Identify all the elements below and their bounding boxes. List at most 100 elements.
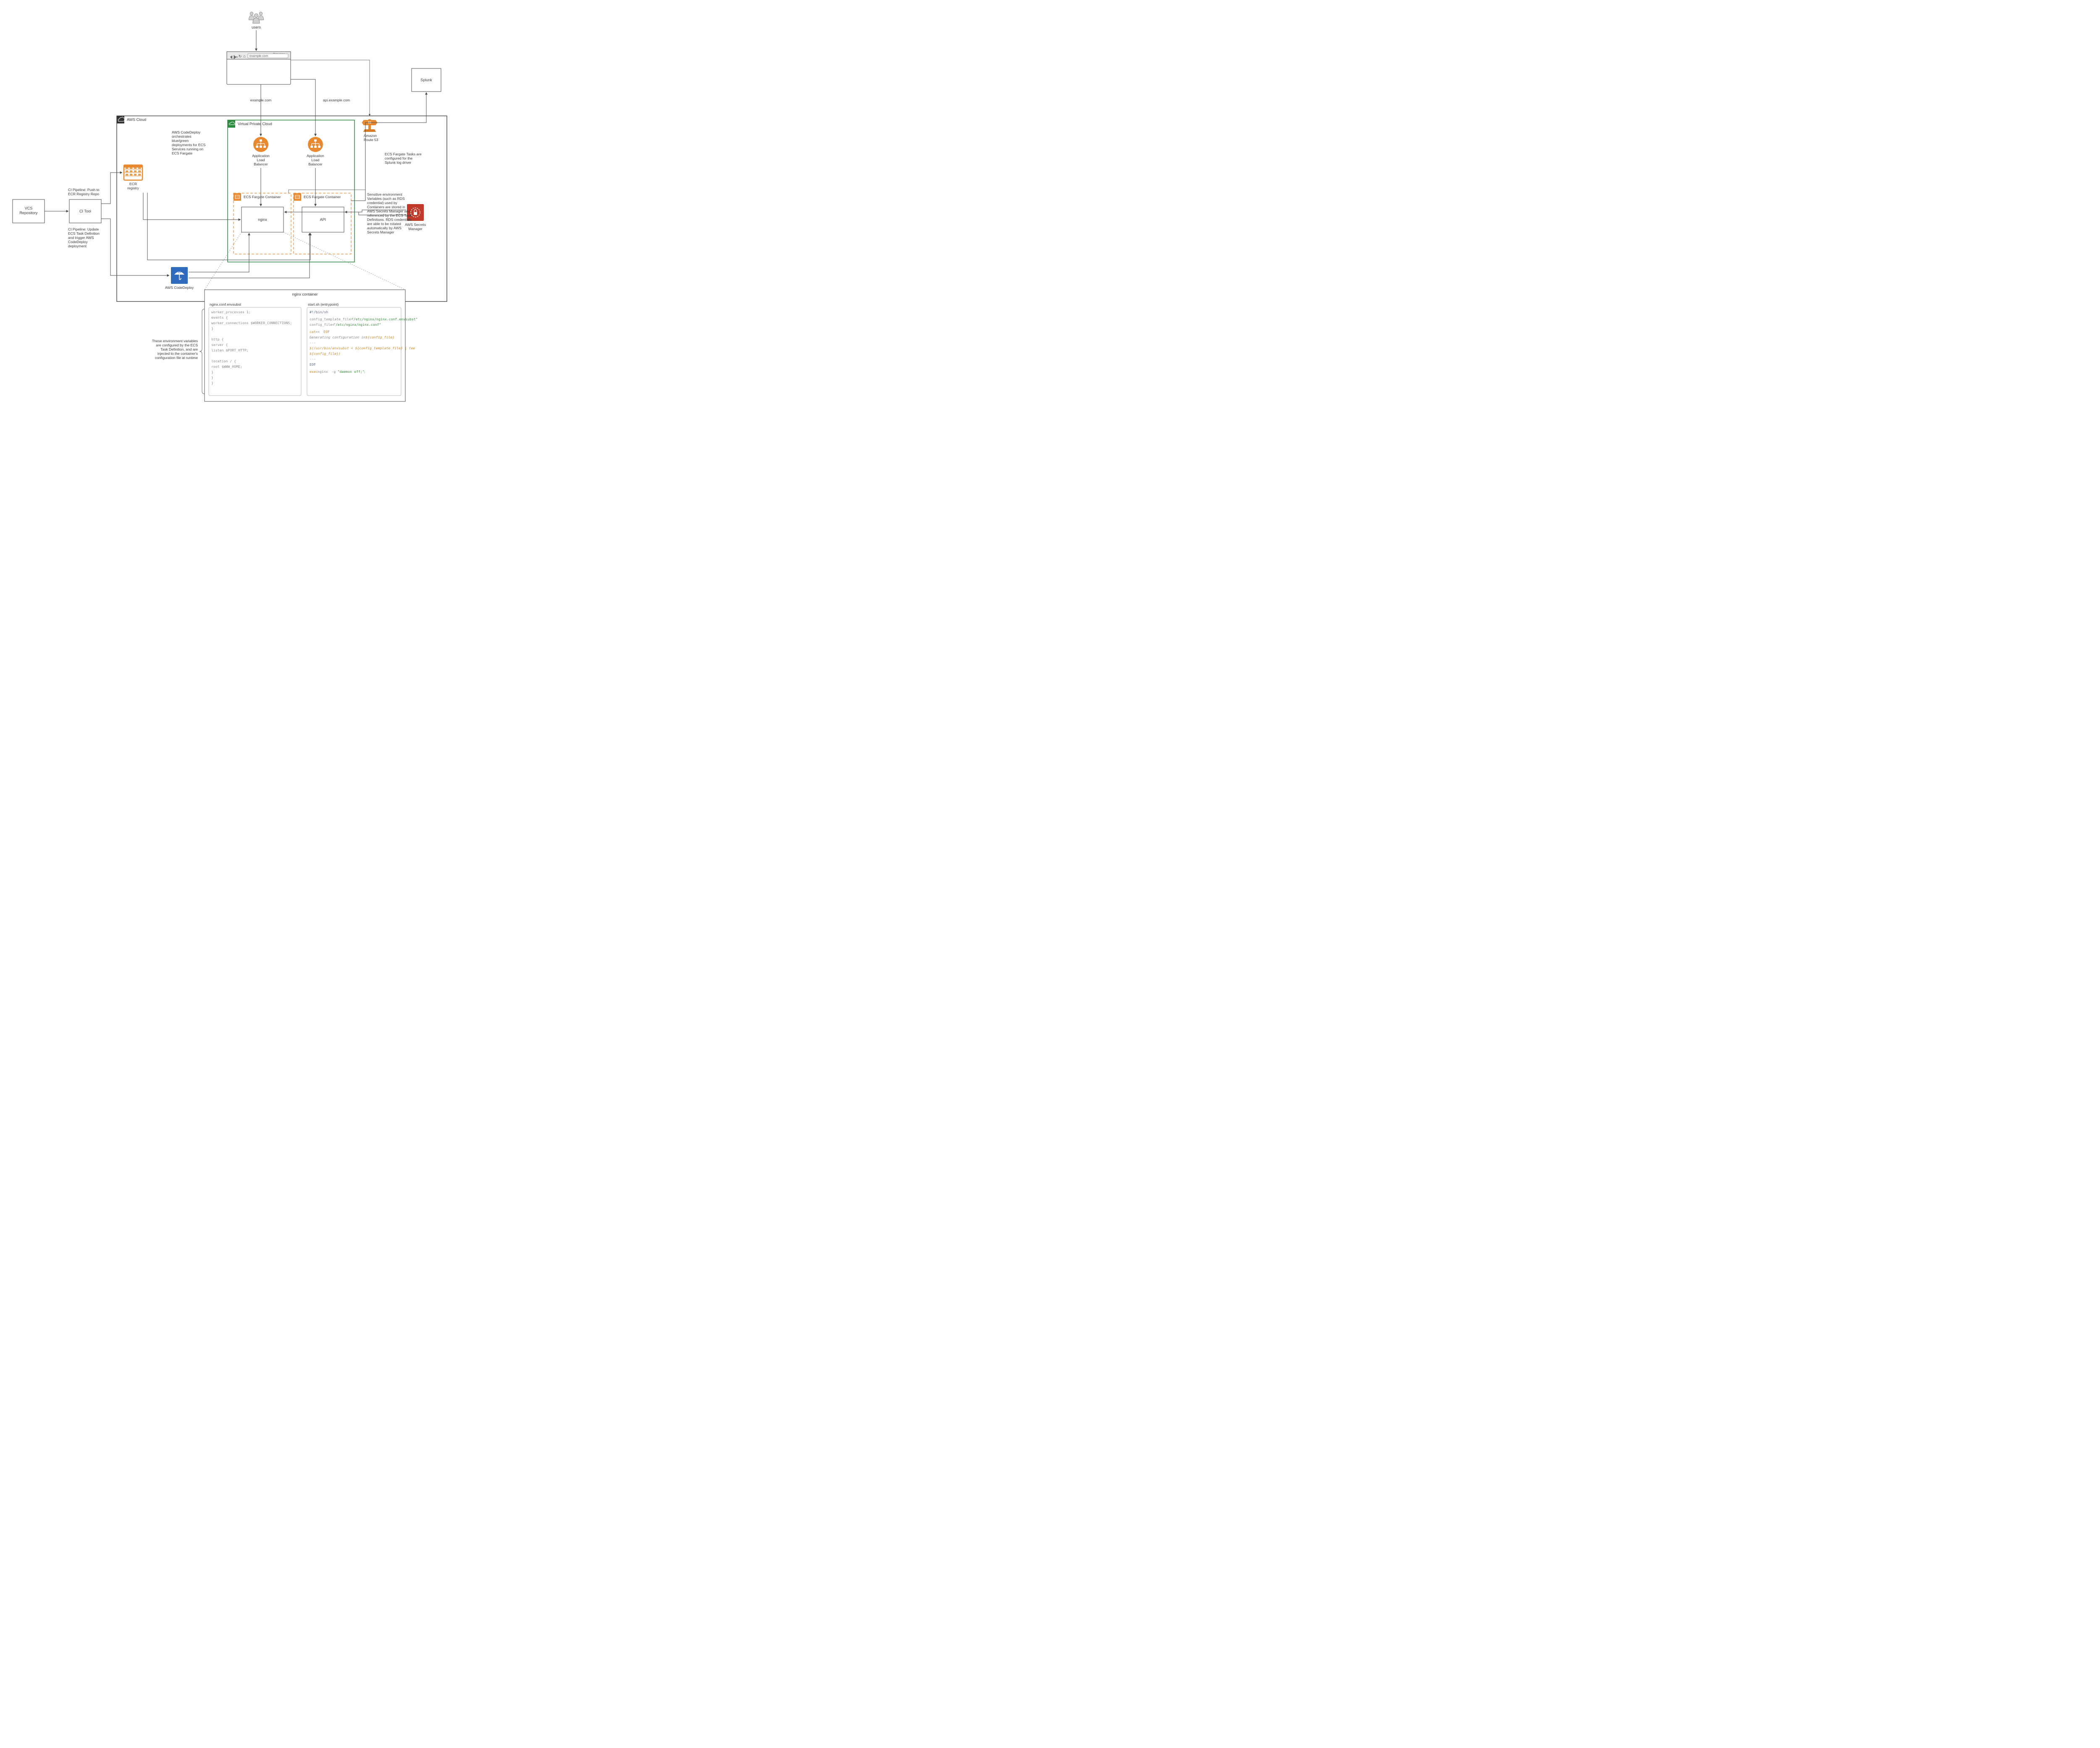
codedeploy-icon: </> AWS CodeDeploy xyxy=(165,267,194,290)
svg-text:worker_connections $WORKER_CON: worker_connections $WORKER_CONNECTIONS; xyxy=(211,321,292,325)
svg-text:blue/green: blue/green xyxy=(172,139,189,143)
browser-window: Browser←→↻⌂example.com xyxy=(227,52,291,84)
svg-text:injected to the container's: injected to the container's xyxy=(158,351,198,356)
svg-text:Application: Application xyxy=(307,154,324,158)
svg-text:config_file=: config_file= xyxy=(310,322,334,327)
svg-text:and trigger AWS: and trigger AWS xyxy=(68,236,94,240)
nginx-box-label: nginx xyxy=(258,218,267,222)
svg-text:#!/bin/sh: #!/bin/sh xyxy=(310,310,328,314)
svg-text:↻: ↻ xyxy=(239,54,242,58)
ecr-icon: ECRregistry xyxy=(124,165,142,190)
svg-text:Sensitive environment: Sensitive environment xyxy=(367,192,402,197)
svg-text:are configured by the ECS: are configured by the ECS xyxy=(156,343,198,347)
svg-text:ECS Fargate Container: ECS Fargate Container xyxy=(304,195,341,199)
svg-text:EOF: EOF xyxy=(323,330,330,334)
svg-text:config_template_file=: config_template_file= xyxy=(310,317,353,321)
svg-text:root $WWW_HOME;: root $WWW_HOME; xyxy=(211,364,242,369)
aws-cloud-label: AWS Cloud xyxy=(127,118,146,122)
svg-text:Containers are stored in: Containers are stored in xyxy=(367,205,405,209)
svg-text:CI Tool: CI Tool xyxy=(79,209,91,213)
svg-text:"daemon off;": "daemon off;" xyxy=(338,370,365,374)
svg-text:nginx container: nginx container xyxy=(292,292,318,296)
svg-text:}: } xyxy=(211,381,213,385)
svg-text:---: --- xyxy=(310,357,316,361)
svg-text:nginx.conf.envsubst: nginx.conf.envsubst xyxy=(210,302,242,307)
svg-text:Secrets Manager: Secrets Manager xyxy=(367,230,394,234)
svg-text:→: → xyxy=(234,54,238,59)
svg-text:"/etc/nginx/nginx.conf": "/etc/nginx/nginx.conf" xyxy=(333,322,381,327)
svg-text:}: } xyxy=(211,370,213,374)
edge-example-label: example.com xyxy=(250,98,272,102)
svg-text:Splunk log driver: Splunk log driver xyxy=(385,160,411,165)
api-box-label: API xyxy=(320,218,326,222)
svg-text:Variables (such as RDS: Variables (such as RDS xyxy=(367,197,405,201)
svg-text:Definitions. RDS credentials: Definitions. RDS credentials xyxy=(367,218,412,222)
svg-text:ECS Fargate: ECS Fargate xyxy=(172,151,192,155)
users-icon: users xyxy=(249,12,263,30)
svg-text:CI Pipeline: Push to: CI Pipeline: Push to xyxy=(68,188,100,192)
svg-text:worker_processes 1;: worker_processes 1; xyxy=(211,310,251,314)
svg-text:Task Definition, and are: Task Definition, and are xyxy=(160,347,198,351)
alb-web-icon: ApplicationLoadBalancer xyxy=(252,137,270,166)
svg-text:ECS Fargate Tasks are: ECS Fargate Tasks are xyxy=(385,152,422,156)
svg-text:These environment variables: These environment variables xyxy=(152,339,198,343)
svg-text:AWS Secrets: AWS Secrets xyxy=(405,223,426,227)
svg-text:CodeDeploy: CodeDeploy xyxy=(68,240,88,244)
svg-text:users: users xyxy=(252,25,261,29)
svg-text:configuration file at runtime: configuration file at runtime xyxy=(155,356,198,360)
splunk-label: Splunk xyxy=(420,78,432,82)
svg-text:Generating configuration in: Generating configuration in xyxy=(310,335,365,339)
svg-text:AWS CodeDeploy: AWS CodeDeploy xyxy=(172,130,201,134)
svg-text:EOF: EOF xyxy=(310,362,316,367)
svg-text:ECR: ECR xyxy=(129,182,137,186)
svg-text:http {: http { xyxy=(211,337,224,341)
svg-text:Balancer: Balancer xyxy=(308,162,323,166)
svg-text:←: ← xyxy=(229,54,234,59)
svg-text:automatically by AWS: automatically by AWS xyxy=(367,226,402,230)
svg-text:${config_file}: ${config_file} xyxy=(365,335,394,339)
svg-text:ECR Registry Repo: ECR Registry Repo xyxy=(68,192,99,196)
svg-text:}: } xyxy=(211,375,213,380)
svg-text:"/etc/nginx/nginx.conf.envsubs: "/etc/nginx/nginx.conf.envsubst" xyxy=(352,317,418,321)
svg-text:ECS Task Definition: ECS Task Definition xyxy=(68,231,100,236)
svg-text:<<: << xyxy=(315,330,320,334)
svg-text:CI Pipeline: Update: CI Pipeline: Update xyxy=(68,227,99,231)
svg-text:Load: Load xyxy=(312,158,320,162)
svg-text:$(/usr/bin/envsubst < ${config: $(/usr/bin/envsubst < ${config_template_… xyxy=(310,346,415,350)
svg-text:---: --- xyxy=(310,341,316,345)
svg-text:AWS CodeDeploy: AWS CodeDeploy xyxy=(165,286,194,290)
svg-text:-g: -g xyxy=(331,370,336,374)
svg-text:⌂: ⌂ xyxy=(243,54,246,59)
svg-text:listen $PORT_HTTP;: listen $PORT_HTTP; xyxy=(211,348,249,352)
svg-text:location / {: location / { xyxy=(211,359,236,363)
svg-text:Manager: Manager xyxy=(408,227,423,231)
svg-text:deployment: deployment xyxy=(68,244,87,248)
svg-text:deployments for ECS: deployments for ECS xyxy=(172,143,206,147)
svg-text:Route 53: Route 53 xyxy=(364,138,378,142)
svg-text:</>: </> xyxy=(178,272,181,274)
svg-text:nginx: nginx xyxy=(318,370,328,374)
svg-text:referenced by the ECS Task: referenced by the ECS Task xyxy=(367,213,412,218)
svg-text:Amazon: Amazon xyxy=(364,134,377,138)
svg-text:Balancer: Balancer xyxy=(254,162,268,166)
svg-text:start.sh (entrypoint): start.sh (entrypoint) xyxy=(308,302,339,307)
svg-text:server {: server { xyxy=(211,343,228,347)
svg-text:are able to be rotated: are able to be rotated xyxy=(367,222,401,226)
svg-text:configured for the: configured for the xyxy=(385,156,412,160)
svg-text:Application: Application xyxy=(252,154,270,158)
svg-text:AWS Secrets Manager and: AWS Secrets Manager and xyxy=(367,209,410,213)
browser-url: example.com xyxy=(249,54,268,58)
vpc-label: Virtual Private Cloud xyxy=(238,122,272,126)
svg-text:exec: exec xyxy=(310,370,318,374)
svg-text:cat: cat xyxy=(310,330,316,334)
svg-text:;: ; xyxy=(363,370,365,374)
svg-text:credential) used by: credential) used by xyxy=(367,201,398,205)
svg-text:${config_file}): ${config_file}) xyxy=(310,351,341,356)
alb-api-icon: ApplicationLoadBalancer xyxy=(307,137,324,166)
svg-text:}: } xyxy=(211,326,213,330)
svg-text:orchestrates: orchestrates xyxy=(172,134,192,139)
svg-text:registry: registry xyxy=(127,186,139,190)
edge-api-label: api.example.com xyxy=(323,98,350,102)
svg-text:Repository: Repository xyxy=(19,211,38,215)
svg-text:ECS Fargate Container: ECS Fargate Container xyxy=(244,195,281,199)
